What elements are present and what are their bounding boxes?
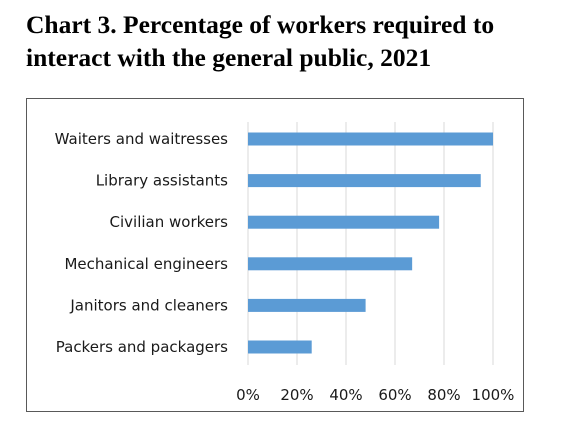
- bar: [248, 257, 413, 271]
- x-tick-label: 0%: [236, 386, 260, 404]
- bar: [248, 132, 493, 146]
- x-tick-labels: 0% 20% 40% 60% 80% 100%: [236, 386, 514, 404]
- x-tick-label: 100%: [472, 386, 515, 404]
- category-label: Library assistants: [96, 172, 228, 190]
- category-label: Civilian workers: [110, 213, 229, 231]
- gridlines: [247, 122, 494, 365]
- x-tick-label: 80%: [427, 386, 460, 404]
- x-tick-label: 20%: [280, 386, 313, 404]
- category-label: Packers and packagers: [56, 338, 228, 356]
- chart-frame: [26, 98, 524, 412]
- bar: [248, 298, 366, 312]
- bar: [248, 174, 481, 188]
- category-label: Waiters and waitresses: [55, 130, 229, 148]
- bar: [248, 215, 440, 229]
- x-tick-label: 60%: [378, 386, 411, 404]
- x-tick-label: 40%: [329, 386, 362, 404]
- chart-title: Chart 3. Percentage of workers required …: [26, 10, 495, 72]
- category-labels: Waiters and waitresses Library assistants…: [55, 130, 229, 356]
- category-label: Janitors and cleaners: [69, 296, 228, 314]
- category-label: Mechanical engineers: [64, 255, 228, 273]
- bars: [248, 132, 493, 354]
- bar: [248, 340, 312, 354]
